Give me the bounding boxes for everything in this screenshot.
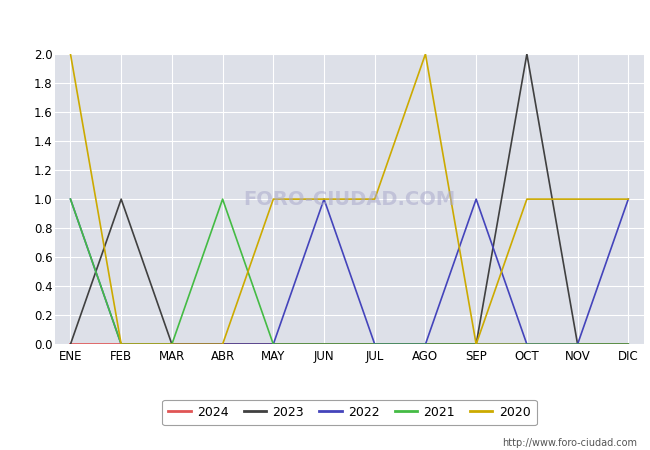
Legend: 2024, 2023, 2022, 2021, 2020: 2024, 2023, 2022, 2021, 2020 [162,400,537,425]
Text: http://www.foro-ciudad.com: http://www.foro-ciudad.com [502,438,637,448]
Text: Matriculaciones de Vehículos en Caseres: Matriculaciones de Vehículos en Caseres [142,14,508,33]
Text: FORO-CIUDAD.COM: FORO-CIUDAD.COM [243,189,456,209]
